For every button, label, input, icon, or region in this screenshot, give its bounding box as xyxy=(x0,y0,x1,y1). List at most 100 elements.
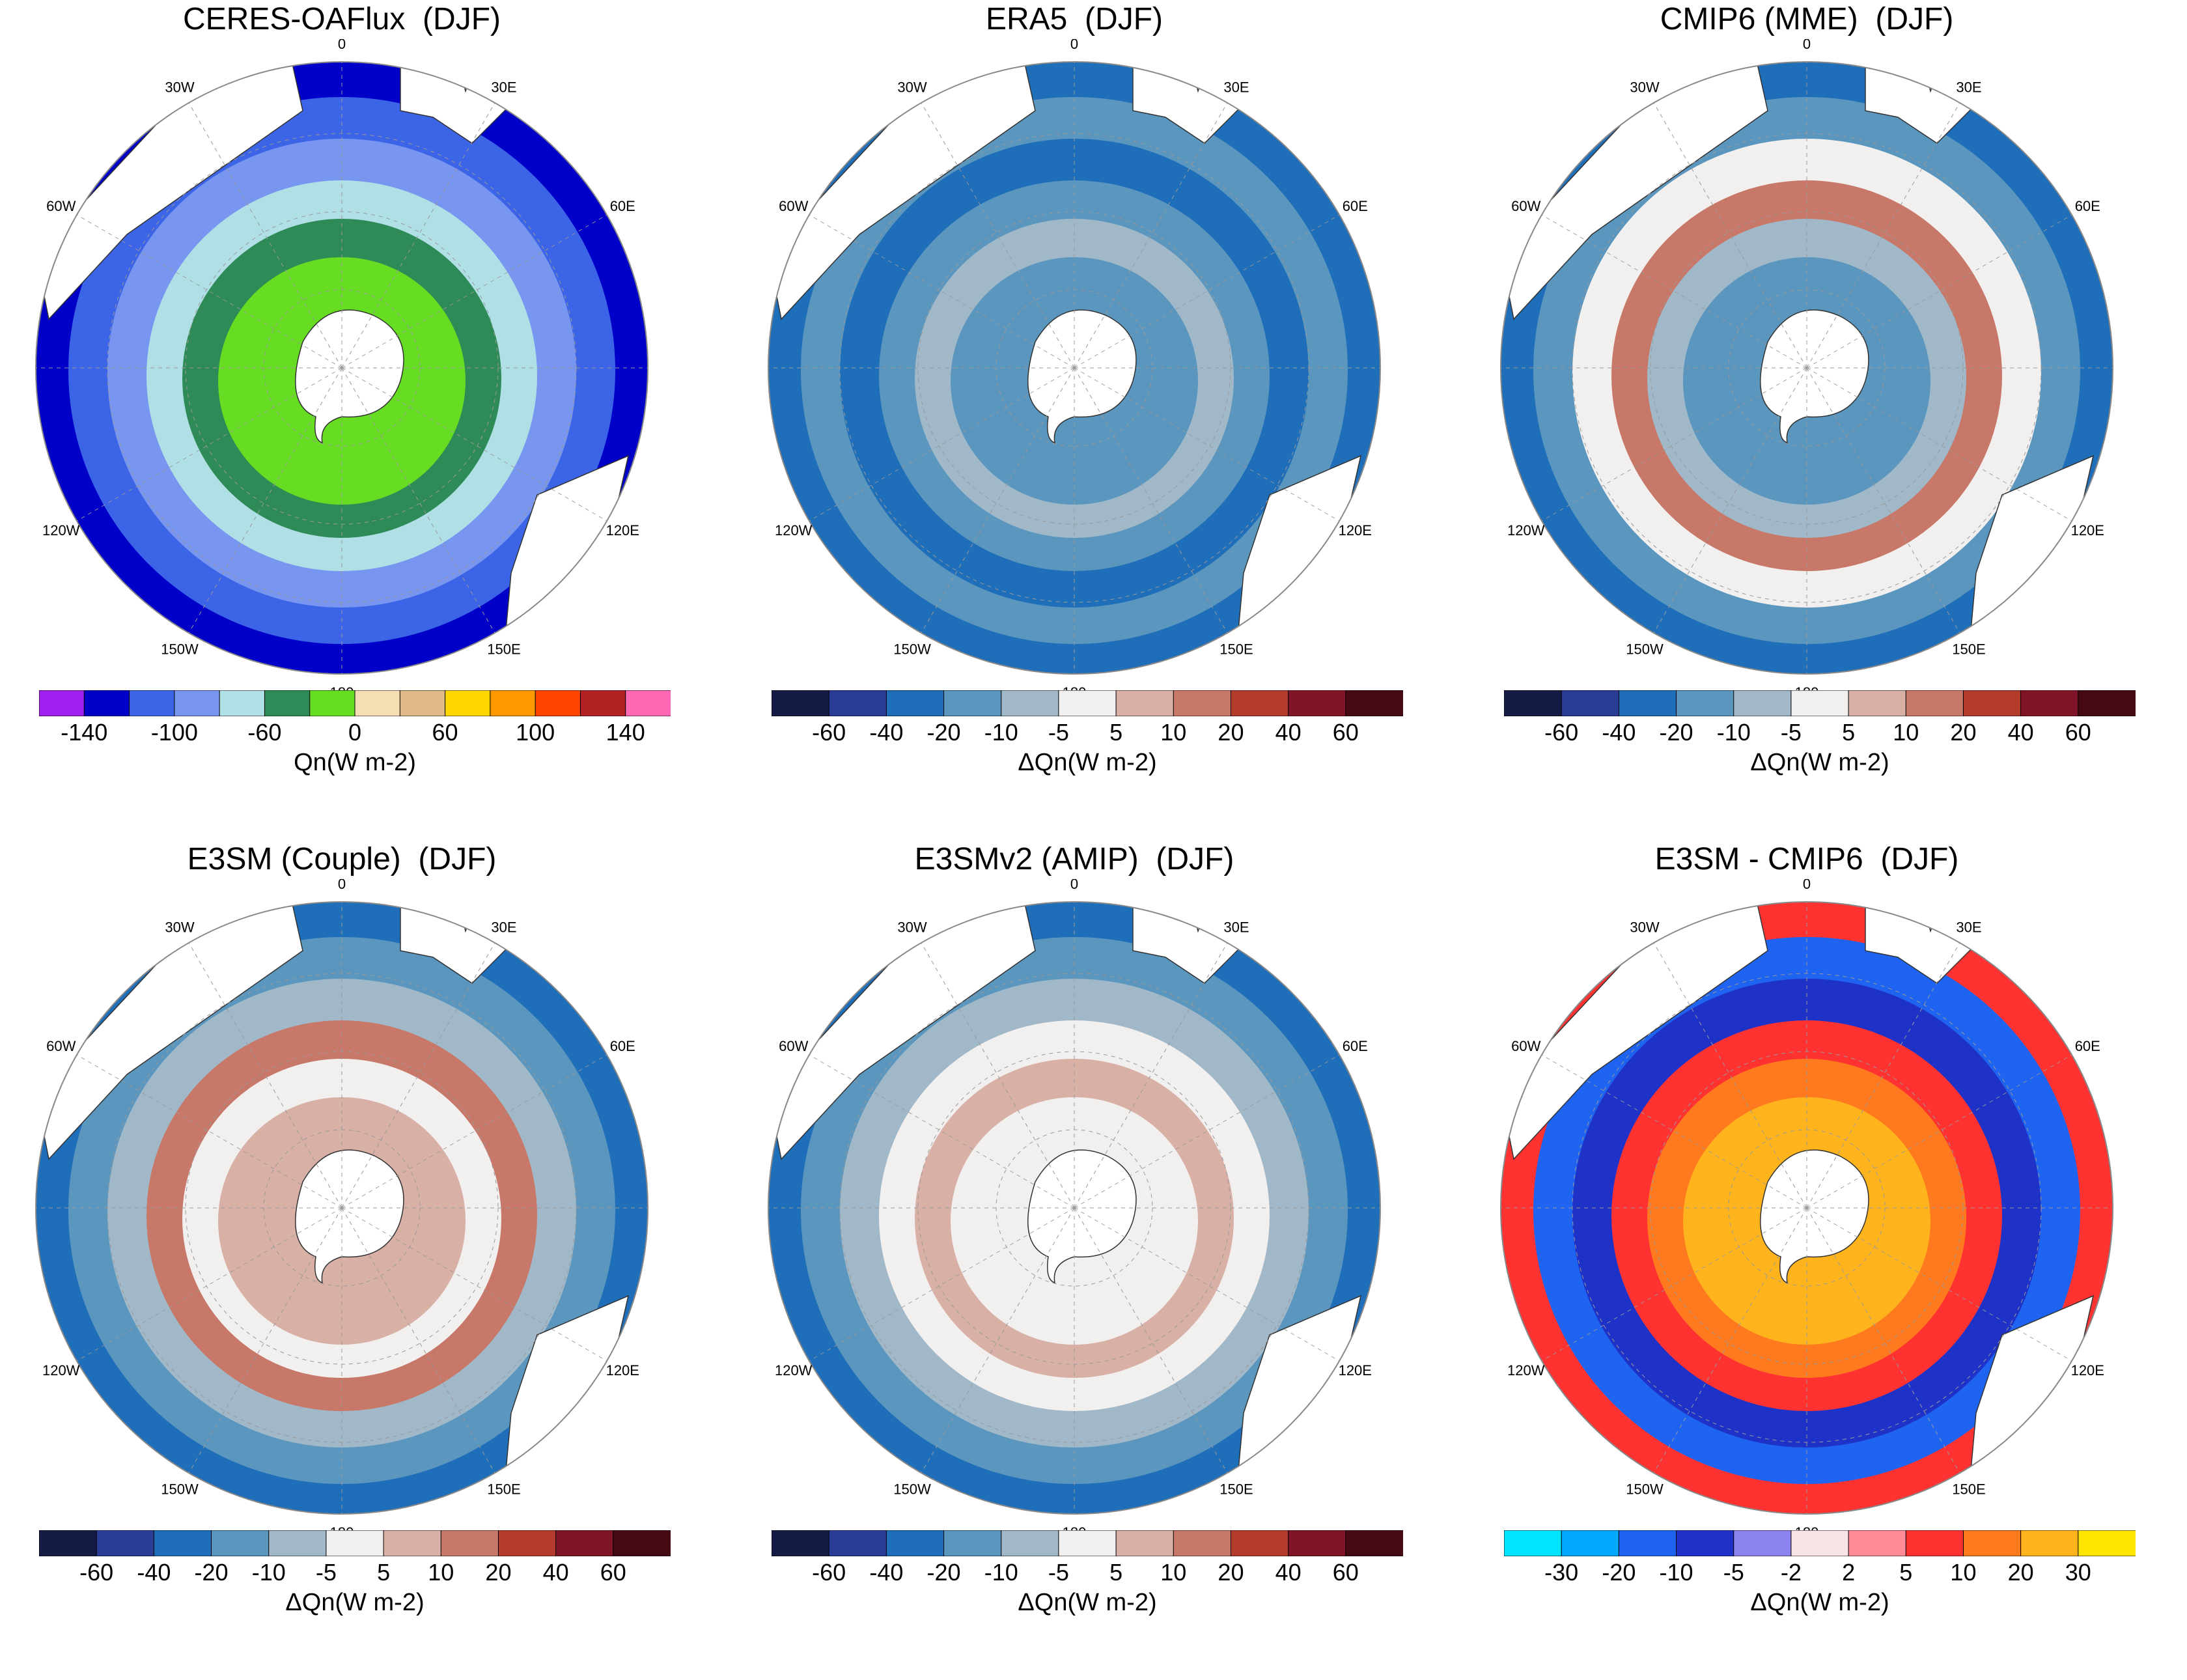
longitude-label: 30W xyxy=(165,79,194,96)
colorbar-swatch xyxy=(219,690,266,716)
colorbar-tick-label: -100 xyxy=(150,719,198,746)
colorbar-swatch xyxy=(1288,690,1346,716)
colorbar-swatch xyxy=(497,1530,557,1556)
longitude-label: 0 xyxy=(1070,39,1078,52)
longitude-label: 120E xyxy=(2071,1362,2104,1379)
latitude-circle xyxy=(1650,1051,1964,1365)
latitude-circle xyxy=(1650,211,1964,525)
colorbar-swatch xyxy=(83,690,130,716)
colorbar-swatch xyxy=(96,1530,155,1556)
colorbar-tick-label: -60 xyxy=(247,719,282,746)
colorbar-swatch xyxy=(1058,690,1117,716)
longitude-label: 120E xyxy=(606,522,639,539)
colorbar-tick-label: 40 xyxy=(542,1559,569,1586)
longitude-label: 60E xyxy=(610,1038,635,1054)
longitude-label: 120E xyxy=(606,1362,639,1379)
longitude-label: 30E xyxy=(1956,79,1981,96)
latitude-circle xyxy=(1572,973,2042,1443)
colorbar-swatch xyxy=(885,690,945,716)
longitude-label: 150E xyxy=(487,641,520,657)
colorbar-tick-label: 60 xyxy=(1332,1559,1359,1586)
colorbar-tick-label: -60 xyxy=(812,719,846,746)
colorbar-tick-label: -40 xyxy=(869,1559,904,1586)
colorbar-tick-label: 30 xyxy=(2065,1559,2091,1586)
colorbar-swatch xyxy=(1561,690,1620,716)
colorbar-swatch xyxy=(399,690,446,716)
colorbar-swatch xyxy=(440,1530,499,1556)
colorbar-swatch xyxy=(943,1530,1002,1556)
longitude-label: 180 xyxy=(330,1524,354,1530)
longitude-label: 60E xyxy=(2075,1038,2100,1054)
colorbar-swatch xyxy=(1345,1530,1403,1556)
colorbar-swatch xyxy=(1288,1530,1346,1556)
longitude-label: 30E xyxy=(491,79,516,96)
colorbar-tick-label: -30 xyxy=(1544,1559,1579,1586)
latitude-circle xyxy=(1572,133,2042,603)
map-panel: CMIP6 (MME) (DJF)030E60E90E120E150E18015… xyxy=(1478,0,2136,840)
latitude-circle xyxy=(1728,289,1886,447)
colorbar-tick-label: -60 xyxy=(812,1559,846,1586)
polar-map: 030E60E90E120E150E180150W120W90W60W30W xyxy=(1497,39,2116,690)
colorbar-swatch xyxy=(1962,1530,2022,1556)
colorbar xyxy=(1504,690,2136,716)
colorbar-tick-label: 100 xyxy=(516,719,555,746)
longitude-label: 120W xyxy=(775,522,813,539)
colorbar-swatch xyxy=(579,690,626,716)
longitude-label: 120E xyxy=(1339,1362,1372,1379)
colorbar-tick-label: -10 xyxy=(984,719,1018,746)
colorbar-swatch xyxy=(1115,1530,1175,1556)
colorbar-swatch xyxy=(613,1530,671,1556)
colorbar-tick-label: 2 xyxy=(1842,1559,1856,1586)
longitude-label: 0 xyxy=(338,39,346,52)
colorbar-swatch xyxy=(1115,690,1175,716)
longitude-label: 120W xyxy=(42,522,80,539)
map-panel: E3SM (Couple) (DJF)030E60E90E120E150E180… xyxy=(13,840,671,1680)
latitude-circle xyxy=(107,973,577,1443)
colorbar-swatch xyxy=(1345,690,1403,716)
longitude-label: 60E xyxy=(1343,198,1368,214)
colorbar-tick-label: 0 xyxy=(348,719,362,746)
longitude-label: 150W xyxy=(161,641,199,657)
colorbar-ticks: -140 -100 -60 0 60 100 140 xyxy=(39,716,671,749)
colorbar-swatch xyxy=(445,690,491,716)
colorbar-ticks: -30 -20 -10 -5 -2 2 5 10 20 30 xyxy=(1504,1556,2136,1589)
colorbar-unit-label: ΔQn(W m-2) xyxy=(1018,1589,1157,1616)
colorbar-tick-label: -5 xyxy=(1048,1559,1069,1586)
colorbar-tick-label: 5 xyxy=(1109,1559,1123,1586)
longitude-label: 120W xyxy=(1507,1362,1545,1379)
colorbar-tick-label: -5 xyxy=(1780,719,1802,746)
colorbar-swatch xyxy=(39,690,85,716)
colorbar-tick-label: -20 xyxy=(926,719,961,746)
colorbar-tick-label: -5 xyxy=(315,1559,337,1586)
longitude-label: 30E xyxy=(1956,919,1981,936)
colorbar-swatch xyxy=(1230,690,1289,716)
longitude-label: 30W xyxy=(897,79,926,96)
longitude-label: 180 xyxy=(1063,684,1087,690)
colorbar-swatch xyxy=(772,690,830,716)
colorbar-tick-label: -10 xyxy=(1659,1559,1693,1586)
polar-map: 030E60E90E120E150E180150W120W90W60W30W xyxy=(765,879,1384,1530)
latitude-circle xyxy=(839,973,1309,1443)
longitude-label: 150E xyxy=(1219,641,1253,657)
colorbar xyxy=(772,690,1403,716)
longitude-label: 150E xyxy=(1219,1481,1253,1497)
longitude-label: 150W xyxy=(1626,641,1664,657)
colorbar-swatch xyxy=(2078,1530,2136,1556)
colorbar-tick-label: 5 xyxy=(377,1559,391,1586)
colorbar-swatch xyxy=(1561,1530,1620,1556)
map-panel: ERA5 (DJF)030E60E90E120E150E180150W120W9… xyxy=(745,0,1403,840)
latitude-circle xyxy=(185,1051,499,1365)
colorbar-swatch xyxy=(1962,690,2022,716)
longitude-label: 60W xyxy=(1511,1038,1540,1054)
colorbar-unit-label: ΔQn(W m-2) xyxy=(1750,1589,1889,1616)
colorbar-swatch xyxy=(828,1530,887,1556)
colorbar-swatch xyxy=(1790,690,1850,716)
colorbar-swatch xyxy=(625,690,671,716)
colorbar-tick-label: -60 xyxy=(1544,719,1579,746)
colorbar-tick-label: -5 xyxy=(1048,719,1069,746)
colorbar-tick-label: 10 xyxy=(1893,719,1919,746)
panel-title: E3SM (Couple) (DJF) xyxy=(187,842,497,876)
latitude-circle xyxy=(185,211,499,525)
longitude-label: 30E xyxy=(1223,79,1249,96)
colorbar-tick-label: -40 xyxy=(869,719,904,746)
